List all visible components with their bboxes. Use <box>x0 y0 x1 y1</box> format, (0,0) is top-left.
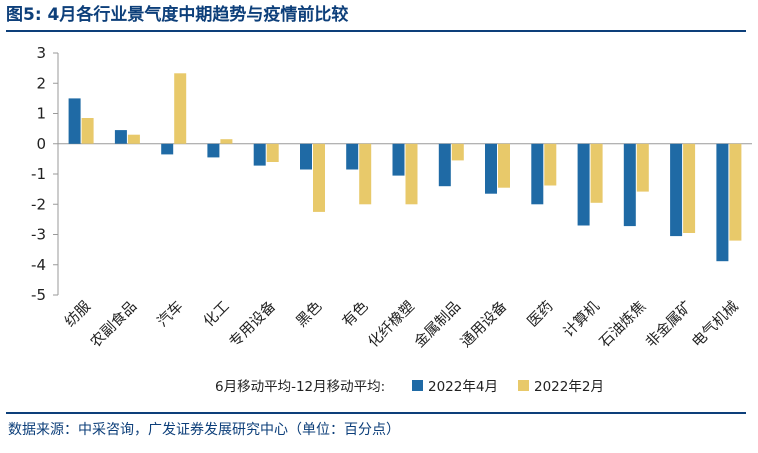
bar-apr-6 <box>346 143 359 170</box>
bar-apr-2 <box>161 143 174 155</box>
bar-feb-12 <box>636 143 649 192</box>
bar-apr-1 <box>114 130 127 144</box>
x-category-label: 金属制品 <box>411 298 464 351</box>
bar-apr-13 <box>670 143 683 237</box>
source-note: 数据来源：中采咨询，广发证券发展研究中心（单位：百分点） <box>8 422 400 438</box>
x-category-label: 纺服 <box>61 297 94 330</box>
bar-apr-12 <box>623 143 636 227</box>
y-tick-label: -3 <box>31 226 46 244</box>
y-tick-label: -2 <box>31 195 46 213</box>
legend-label: 2022年4月 <box>428 379 498 395</box>
bar-feb-7 <box>405 143 418 205</box>
bar-feb-11 <box>590 143 603 203</box>
bar-apr-14 <box>716 143 729 262</box>
x-category-label: 有色 <box>339 298 372 331</box>
bar-feb-10 <box>544 143 557 186</box>
bar-feb-5 <box>313 143 325 212</box>
axis-layer: 3 2 1 0 -1 -2 -3 -4 -5 <box>31 44 752 304</box>
y-tick-label: 0 <box>36 135 46 153</box>
y-tick-label: -4 <box>31 256 46 274</box>
bar-feb-0 <box>81 118 94 144</box>
x-category-label: 通用设备 <box>457 297 510 350</box>
x-category-label: 石油炼焦 <box>596 298 649 351</box>
bar-apr-11 <box>577 143 590 226</box>
y-tick-label: -5 <box>31 286 46 304</box>
bar-apr-10 <box>531 143 544 205</box>
legend-swatch-feb <box>518 380 529 391</box>
bar-apr-0 <box>68 98 81 144</box>
chart-legend: 6月移动平均-12月移动平均: 2022年4月 2022年2月 <box>215 379 604 395</box>
y-tick-label: -1 <box>31 165 46 183</box>
bar-feb-8 <box>451 143 464 161</box>
x-category-label: 非金属矿 <box>642 298 695 351</box>
bar-apr-4 <box>253 143 266 166</box>
bar-feb-1 <box>127 134 140 144</box>
bar-feb-3 <box>220 139 233 144</box>
x-category-label: 汽车 <box>154 298 187 331</box>
y-tick-label: 2 <box>36 74 46 92</box>
bar-apr-3 <box>207 143 220 158</box>
bar-apr-8 <box>438 143 451 187</box>
bar-feb-13 <box>683 143 696 233</box>
bars-layer <box>68 73 742 262</box>
legend-label: 2022年2月 <box>534 379 604 395</box>
legend-swatch-apr <box>412 380 423 391</box>
bar-apr-7 <box>392 143 405 176</box>
bar-feb-4 <box>266 143 279 162</box>
bar-apr-9 <box>485 143 497 194</box>
bar-feb-2 <box>174 73 187 144</box>
bar-feb-14 <box>729 143 742 241</box>
x-category-label: 农副食品 <box>87 298 140 351</box>
bar-apr-5 <box>300 143 312 170</box>
y-tick-label: 3 <box>36 44 46 62</box>
figure-title: 图5: 4月各行业景气度中期趋势与疫情前比较 <box>6 5 349 25</box>
x-category-label: 化工 <box>200 298 233 331</box>
x-category-label: 电气机械 <box>689 298 742 351</box>
legend-title: 6月移动平均-12月移动平均: <box>215 379 385 395</box>
source-divider <box>6 412 746 414</box>
title-divider <box>6 30 746 32</box>
x-category-label: 计算机 <box>560 297 603 340</box>
x-category-label: 黑色 <box>293 298 326 331</box>
x-category-label: 专用设备 <box>226 297 279 350</box>
x-category-label: 医药 <box>524 298 557 331</box>
bar-feb-9 <box>498 143 510 188</box>
y-tick-label: 1 <box>36 105 46 123</box>
x-category-label: 化纤橡塑 <box>365 298 418 351</box>
bar-feb-6 <box>359 143 372 205</box>
